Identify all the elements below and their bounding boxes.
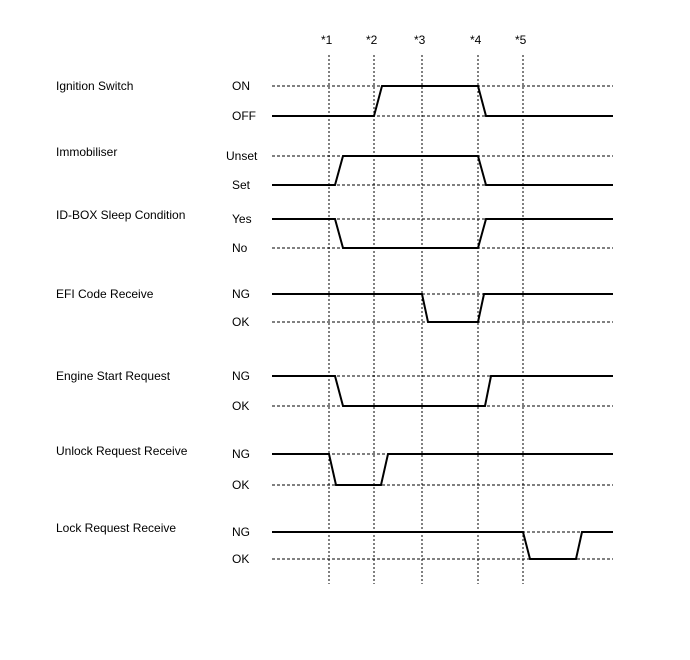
state-high-label: NG bbox=[232, 369, 250, 383]
signal-name: Lock Request Receive bbox=[56, 521, 177, 535]
state-high-label: NG bbox=[232, 287, 250, 301]
state-high-label: NG bbox=[232, 525, 250, 539]
state-high-label: Unset bbox=[226, 149, 258, 163]
waveform-id-box-sleep-condition bbox=[272, 218, 613, 249]
state-low-label: OK bbox=[232, 315, 250, 329]
signal-name: Unlock Request Receive bbox=[56, 444, 188, 458]
waveform-ignition-switch bbox=[272, 85, 613, 117]
state-low-label: OK bbox=[232, 399, 250, 413]
waveform-efi-code-receive bbox=[272, 293, 613, 323]
signal-name: Immobiliser bbox=[56, 145, 118, 159]
marker-label-2: *2 bbox=[366, 33, 378, 47]
signal-name: Engine Start Request bbox=[56, 369, 171, 383]
marker-label-3: *3 bbox=[414, 33, 426, 47]
waveform-engine-start-request bbox=[272, 375, 613, 407]
state-low-label: OK bbox=[232, 552, 250, 566]
state-high-label: NG bbox=[232, 447, 250, 461]
waveform-lock-request-receive bbox=[272, 531, 613, 560]
signal-name: ID-BOX Sleep Condition bbox=[56, 208, 186, 222]
state-high-label: ON bbox=[232, 79, 250, 93]
marker-label-4: *4 bbox=[470, 33, 482, 47]
signal-name: EFI Code Receive bbox=[56, 287, 154, 301]
state-low-label: OK bbox=[232, 478, 250, 492]
waveform-immobiliser bbox=[272, 155, 613, 186]
state-low-label: Set bbox=[232, 178, 251, 192]
state-low-label: OFF bbox=[232, 109, 256, 123]
marker-label-1: *1 bbox=[321, 33, 333, 47]
signal-name: Ignition Switch bbox=[56, 79, 134, 93]
waveform-unlock-request-receive bbox=[272, 453, 613, 486]
state-low-label: No bbox=[232, 241, 248, 255]
state-high-label: Yes bbox=[232, 212, 252, 226]
marker-label-5: *5 bbox=[515, 33, 527, 47]
